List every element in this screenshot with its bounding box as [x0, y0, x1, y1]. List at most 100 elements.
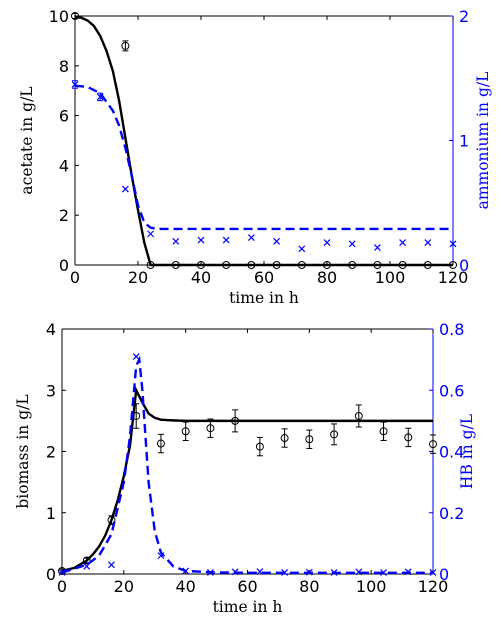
y-left-tick-label: 4 [46, 320, 56, 339]
cross-marker [132, 353, 140, 360]
x-tick-label: 20 [128, 268, 148, 287]
cross-stroke-b [108, 561, 115, 569]
circle-marker [107, 516, 116, 525]
y-right-tick-label: 0.6 [439, 381, 464, 400]
circle-marker [373, 261, 382, 269]
cross-marker [172, 237, 180, 245]
cross-stroke-b [424, 239, 432, 247]
y-right-tick-label: 2 [459, 7, 469, 26]
circle-marker [354, 411, 363, 420]
x-tick-label: 40 [191, 268, 211, 287]
y-right-axis-label: HB in g/L [458, 414, 476, 489]
cross-marker [404, 568, 412, 576]
y-left-tick-label: 0 [46, 565, 56, 584]
cross-marker [182, 567, 190, 575]
y-left-tick-label: 10 [49, 7, 69, 26]
cross-stroke-b [222, 236, 230, 244]
x-tick-label: 100 [356, 577, 387, 596]
circle-marker [404, 433, 413, 442]
cross-marker [58, 569, 66, 576]
circle-marker [330, 430, 339, 439]
y-left-tick-label: 4 [59, 156, 69, 175]
circle-marker [71, 12, 79, 20]
y-left-tick-label: 2 [59, 206, 69, 225]
circle-marker [222, 261, 231, 269]
y-right-tick-label: 1 [459, 132, 469, 151]
cross-stroke-b [348, 240, 356, 248]
circle-marker [297, 261, 306, 269]
circle-marker [429, 440, 437, 449]
cross-marker [231, 568, 239, 576]
circle-marker [348, 261, 357, 269]
cross-marker [96, 93, 104, 101]
cross-marker [108, 561, 115, 569]
cross-stroke-b [172, 237, 180, 245]
circle-marker [82, 556, 91, 565]
cross-marker [449, 240, 457, 248]
cross-stroke-b [71, 81, 79, 88]
cross-stroke-b [373, 244, 381, 251]
circle-marker [305, 435, 314, 444]
y-left-tick-label: 6 [59, 107, 69, 126]
y-right-axis-label: ammonium in g/L [474, 72, 492, 210]
circle-marker [197, 261, 205, 269]
circle-marker [398, 261, 407, 269]
cross-stroke-b [256, 568, 264, 575]
cross-marker [298, 245, 306, 253]
x-tick-label: 60 [237, 577, 257, 596]
cross-marker [380, 569, 387, 576]
cross-marker [222, 236, 230, 244]
circle-marker [181, 427, 190, 436]
cross-stroke-b [157, 552, 165, 560]
cross-stroke-b [121, 185, 129, 193]
circle-marker [449, 261, 457, 269]
cross-marker [83, 562, 91, 570]
x-tick-label: 120 [438, 268, 469, 287]
cross-marker [399, 239, 407, 247]
cross-marker [355, 568, 363, 576]
cross-stroke-b [380, 569, 387, 576]
cross-stroke-b [247, 234, 255, 242]
x-tick-label: 80 [299, 577, 319, 596]
y-right-tick-label: 0.8 [439, 320, 464, 339]
cross-stroke-b [147, 230, 155, 238]
cross-stroke-b [298, 245, 306, 253]
cross-stroke-b [429, 569, 437, 576]
cross-stroke-b [206, 569, 214, 576]
x-tick-label: 20 [114, 577, 134, 596]
cross-marker [247, 234, 255, 242]
y-right-tick-label: 0 [439, 565, 449, 584]
y-left-tick-label: 1 [46, 504, 56, 523]
circle-marker [247, 261, 256, 269]
x-tick-label: 80 [317, 268, 337, 287]
y-left-axis-label: biomass in g/L [14, 394, 32, 508]
y-left-tick-label: 2 [46, 443, 56, 462]
cross-stroke-b [132, 353, 140, 360]
cross-marker [256, 568, 264, 575]
cross-stroke-b [96, 93, 104, 101]
cross-marker [348, 240, 356, 248]
y-left-tick-label: 3 [46, 381, 56, 400]
cross-marker [71, 81, 79, 88]
y-right-tick-label: 0.2 [439, 504, 464, 523]
x-tick-label: 40 [175, 577, 195, 596]
y-left-tick-label: 8 [59, 57, 69, 76]
x-tick-label: 120 [418, 577, 449, 596]
cross-stroke-b [83, 562, 91, 570]
circle-marker [255, 442, 264, 451]
circle-marker [121, 41, 130, 50]
series-line-3 [74, 84, 453, 231]
series-line-3 [61, 355, 433, 574]
circle-marker [280, 434, 289, 443]
cross-stroke-b [404, 568, 412, 576]
cross-marker [147, 230, 155, 238]
cross-marker [330, 569, 338, 576]
cross-stroke-b [58, 569, 66, 576]
x-tick-label: 60 [254, 268, 274, 287]
cross-marker [206, 569, 214, 576]
cross-stroke-b [323, 239, 331, 247]
cross-marker [157, 552, 165, 560]
circle-marker [146, 261, 155, 269]
